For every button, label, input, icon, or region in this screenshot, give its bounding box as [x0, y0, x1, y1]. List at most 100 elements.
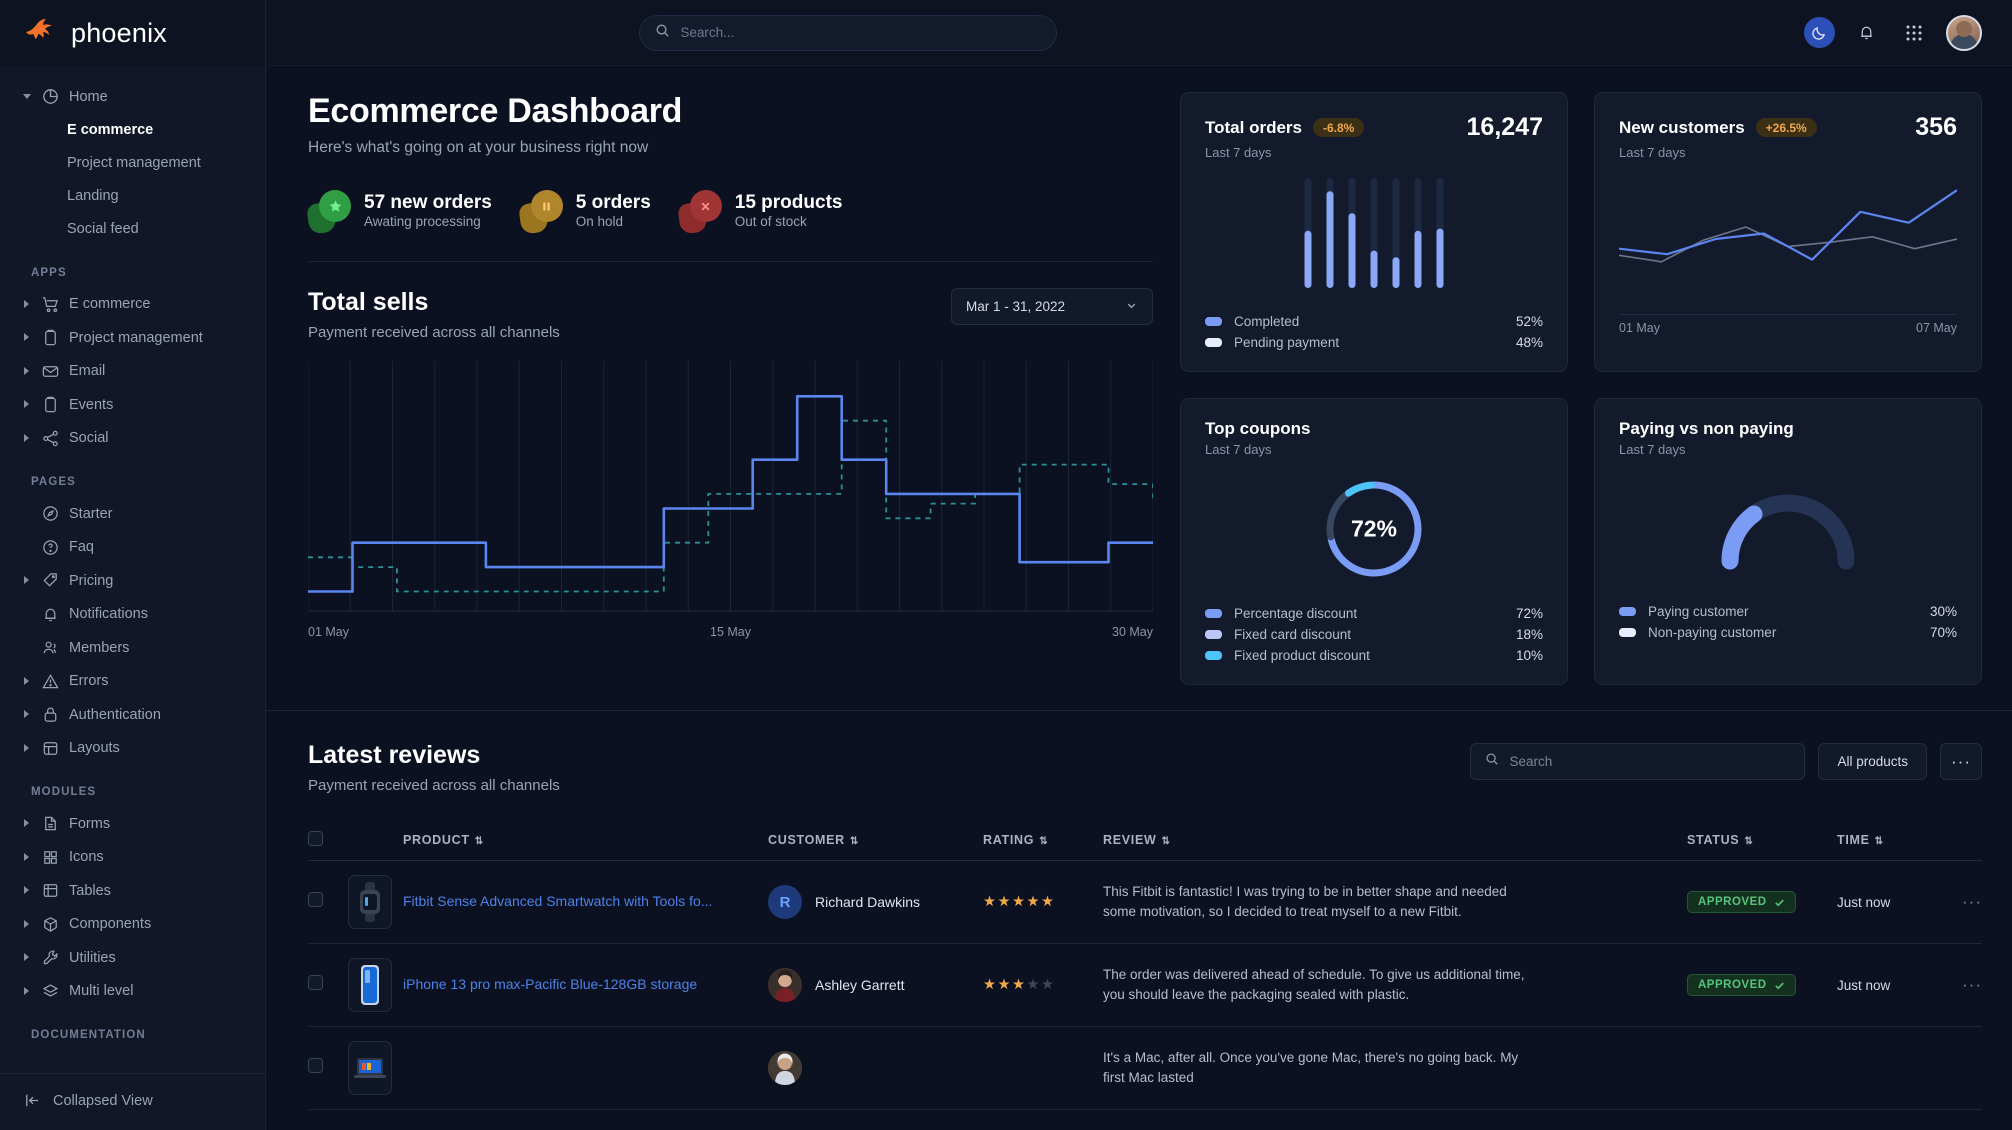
legend-item: Non-paying customer 70%: [1619, 622, 1957, 643]
sidebar-item-pricing[interactable]: Pricing: [0, 564, 265, 598]
sidebar-item-label: Social: [69, 430, 109, 447]
sidebar-item-members[interactable]: Members: [0, 631, 265, 665]
card-header: New customers +26.5% 356: [1619, 113, 1957, 142]
sidebar-item-components[interactable]: Components: [0, 908, 265, 942]
main-area: Ecommerce Dashboard Here's what's going …: [266, 0, 2012, 1130]
sidebar-item-icons[interactable]: Icons: [0, 841, 265, 875]
column-status[interactable]: STATUS ⇅: [1687, 820, 1837, 861]
row-customer: R Richard Dawkins: [768, 860, 983, 944]
sidebar-item-label: Email: [69, 363, 106, 380]
reviews-search[interactable]: [1470, 743, 1806, 780]
row-checkbox[interactable]: [308, 975, 323, 990]
sidebar-item-layouts[interactable]: Layouts: [0, 732, 265, 766]
sidebar-item-tables[interactable]: Tables: [0, 874, 265, 908]
sidebar-item-home[interactable]: Home: [0, 80, 265, 114]
card-top-coupons: Top coupons Last 7 days 72% Percentage d…: [1180, 398, 1568, 685]
table-row[interactable]: Fitbit Sense Advanced Smartwatch with To…: [308, 860, 1982, 944]
bell-icon[interactable]: [1852, 18, 1882, 48]
card-title: New customers: [1619, 117, 1745, 137]
user-avatar[interactable]: [1945, 14, 1982, 51]
product-link[interactable]: iPhone 13 pro max-Pacific Blue-128GB sto…: [403, 976, 698, 992]
sidebar-item-email[interactable]: Email: [0, 355, 265, 389]
date-range-value: Mar 1 - 31, 2022: [966, 299, 1066, 314]
global-search[interactable]: [639, 14, 1058, 51]
column-customer[interactable]: CUSTOMER ⇅: [768, 820, 983, 861]
review-text: It's a Mac, after all. Once you've gone …: [1103, 1050, 1519, 1085]
spacer: [23, 543, 32, 552]
row-thumbnail: [348, 860, 403, 944]
sidebar-item-social[interactable]: Social: [0, 422, 265, 456]
all-products-button[interactable]: All products: [1818, 743, 1927, 780]
moon-icon[interactable]: [1803, 17, 1835, 48]
sidebar-item-events[interactable]: Events: [0, 388, 265, 422]
ellipsis-icon[interactable]: ···: [1962, 892, 1982, 911]
kpi-cards: Total orders -6.8% 16,247 Last 7 days Co…: [1180, 92, 1982, 685]
collapsed-view-toggle[interactable]: Collapsed View: [0, 1091, 265, 1110]
sidebar-item-multi-level[interactable]: Multi level: [0, 975, 265, 1009]
reviews-table: PRODUCT ⇅ CUSTOMER ⇅ RATING ⇅ REVIEW ⇅ STATU…: [308, 820, 1982, 1110]
status-badge: +26.5%: [1755, 118, 1817, 137]
quick-stat-value: 15 products: [734, 191, 843, 213]
sidebar-item-authentication[interactable]: Authentication: [0, 698, 265, 732]
sidebar-section-modules: MODULES: [31, 786, 97, 798]
date-range-select[interactable]: Mar 1 - 31, 2022: [951, 288, 1153, 325]
column-rating[interactable]: RATING ⇅: [983, 820, 1103, 861]
quick-stat-new-orders[interactable]: 57 new orders Awating processing: [306, 190, 492, 235]
pause-icon: [517, 190, 563, 235]
column-time[interactable]: TIME ⇅: [1837, 820, 1982, 861]
column-label: STATUS: [1687, 833, 1740, 847]
sidebar-subitem-ecommerce[interactable]: E commerce: [0, 114, 265, 147]
row-checkbox[interactable]: [308, 892, 323, 907]
card-subtitle: Last 7 days: [1619, 442, 1686, 457]
ellipsis-icon[interactable]: ···: [1962, 975, 1982, 994]
sidebar-item-project-management[interactable]: Project management: [0, 321, 265, 355]
sidebar-item-faq[interactable]: Faq: [0, 531, 265, 565]
sidebar-item-errors[interactable]: Errors: [0, 665, 265, 699]
page-subtitle: Here's what's going on at your business …: [308, 139, 649, 156]
review-text: The order was delivered ahead of schedul…: [1103, 967, 1525, 1002]
row-checkbox[interactable]: [308, 1058, 323, 1073]
status-badge: APPROVED: [1687, 974, 1796, 996]
sidebar-item-starter[interactable]: Starter: [0, 497, 265, 531]
legend-value: 72%: [1515, 606, 1543, 621]
column-product[interactable]: PRODUCT ⇅: [403, 820, 768, 861]
sidebar-item-utilities[interactable]: Utilities: [0, 941, 265, 975]
sidebar-item-label: E commerce: [69, 296, 151, 313]
status-label: APPROVED: [1698, 979, 1767, 991]
sidebar-item-notifications[interactable]: Notifications: [0, 598, 265, 632]
legend-item: Completed 52%: [1205, 311, 1543, 332]
sidebar-subitem-project-management[interactable]: Project management: [0, 147, 265, 180]
quick-stat-on-hold[interactable]: 5 orders On hold: [517, 190, 651, 235]
row-time: [1837, 1026, 1982, 1110]
card-new-customers: New customers +26.5% 356 Last 7 days 01 …: [1594, 92, 1982, 372]
row-thumbnail: [348, 1026, 403, 1110]
wrench-icon: [41, 948, 60, 967]
card-axis: 01 May 07 May: [1619, 321, 1957, 335]
more-options-button[interactable]: ···: [1940, 743, 1982, 780]
avatar: [768, 968, 802, 1002]
sidebar-item-e-commerce[interactable]: E commerce: [0, 288, 265, 322]
product-link[interactable]: Fitbit Sense Advanced Smartwatch with To…: [403, 893, 713, 909]
row-product: [403, 1026, 768, 1110]
table-row[interactable]: It's a Mac, after all. Once you've gone …: [308, 1026, 1982, 1110]
iphone-thumbnail: [348, 958, 392, 1012]
phoenix-bird-icon: [24, 18, 58, 48]
column-review[interactable]: REVIEW ⇅: [1103, 820, 1687, 861]
grid-apps-icon[interactable]: [1899, 18, 1929, 48]
chevron-right-icon: [23, 819, 32, 828]
quick-stat-out-of-stock[interactable]: 15 products Out of stock: [676, 190, 843, 235]
axis-label-mid: 15 May: [710, 625, 751, 639]
sidebar-subitem-landing[interactable]: Landing: [0, 180, 265, 213]
sidebar-item-forms[interactable]: Forms: [0, 807, 265, 841]
reviews-search-input[interactable]: [1509, 754, 1791, 769]
spacer: [23, 610, 32, 619]
sidebar-item-label: Pricing: [69, 572, 114, 589]
brand-name: phoenix: [71, 17, 167, 48]
sidebar-footer: Collapsed View: [0, 1073, 265, 1130]
brand[interactable]: phoenix: [0, 0, 265, 66]
sidebar-subitem-social-feed[interactable]: Social feed: [0, 213, 265, 246]
select-all-checkbox[interactable]: [308, 831, 323, 846]
quick-stat-caption: Out of stock: [734, 214, 807, 230]
table-row[interactable]: iPhone 13 pro max-Pacific Blue-128GB sto…: [308, 943, 1982, 1027]
search-input[interactable]: [680, 25, 1042, 40]
